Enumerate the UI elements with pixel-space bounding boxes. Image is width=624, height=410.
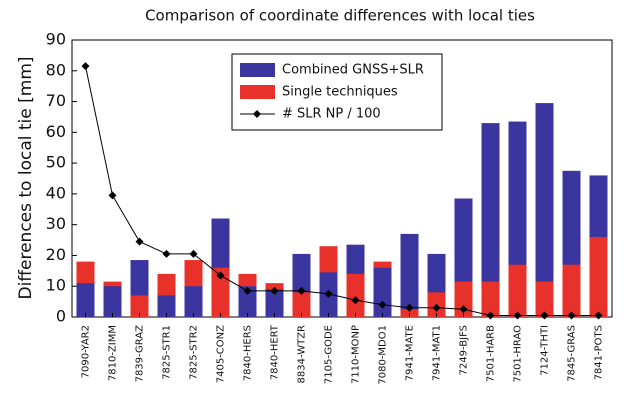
chart-title: Comparison of coordinate differences wit…	[145, 7, 535, 25]
y-tick-label: 60	[46, 122, 66, 141]
marker	[216, 271, 225, 280]
marker	[405, 303, 414, 312]
y-axis-label: Differences to local tie [mm]	[16, 56, 36, 299]
x-tick-label: 7110-MONP	[351, 325, 362, 384]
x-tick-label: 8834-WTZR	[297, 325, 308, 383]
x-tick-label: 7825-STR1	[162, 325, 173, 380]
x-tick-label: 7810-ZIMM	[108, 325, 119, 381]
legend-swatch	[240, 63, 275, 77]
x-tick-label: 7501-HRAO	[513, 325, 524, 383]
x-tick-label: 7840-HERS	[243, 325, 254, 381]
marker	[513, 311, 522, 320]
bar	[103, 286, 122, 317]
marker	[567, 311, 576, 320]
bar	[184, 286, 203, 317]
x-tick-label: 7840-HERT	[270, 324, 281, 380]
x-tick-label: 7941-MATE	[405, 325, 416, 381]
bar	[346, 273, 365, 317]
marker	[351, 296, 360, 305]
marker	[243, 286, 252, 295]
y-tick-label: 90	[46, 30, 66, 49]
legend-swatch	[253, 110, 261, 118]
bar	[481, 123, 500, 317]
y-tick-label: 40	[46, 183, 66, 202]
y-tick-label: 30	[46, 214, 66, 233]
marker	[459, 305, 468, 314]
bar	[292, 292, 311, 317]
marker	[297, 286, 306, 295]
plot-area	[71, 39, 613, 318]
x-tick-label: 7080-MDO1	[378, 325, 389, 385]
marker	[81, 62, 90, 71]
bar	[454, 281, 473, 317]
bar	[211, 267, 230, 317]
marker	[189, 249, 198, 258]
bar	[157, 295, 176, 317]
marker	[270, 286, 279, 295]
legend-label: # SLR NP / 100	[282, 107, 381, 122]
y-tick-label: 10	[46, 276, 66, 295]
bar	[562, 264, 581, 317]
x-tick-label: 7825-STR2	[189, 325, 200, 380]
marker	[135, 237, 144, 246]
line	[85, 66, 599, 316]
x-tick-label: 7941-MAT1	[432, 325, 443, 381]
legend-label: Single techniques	[282, 85, 398, 100]
legend: Combined GNSS+SLR Single techniques # SLR …	[231, 53, 443, 131]
marker	[378, 300, 387, 309]
legend-label: Combined GNSS+SLR	[282, 63, 424, 78]
x-tick-label: 7090-YAR2	[81, 325, 92, 378]
marker	[162, 249, 171, 258]
y-tick-label: 70	[46, 91, 66, 110]
x-tick-label: 7841-POTS	[594, 325, 605, 380]
marker	[432, 303, 441, 312]
bar	[130, 295, 149, 317]
x-tick-label: 7124-THTI	[540, 325, 551, 376]
y-tick-label: 0	[56, 307, 66, 326]
x-tick-label: 7405-CONZ	[216, 325, 227, 383]
bar	[535, 103, 554, 317]
bar	[373, 267, 392, 317]
x-tick-label: 7839-GRAZ	[135, 325, 146, 383]
x-tick-label: 7501-HARB	[486, 325, 497, 382]
marker	[486, 311, 495, 320]
x-tick-label: 7249-BJFS	[459, 325, 470, 375]
x-tick-label: 7105-GODE	[324, 325, 335, 384]
bar	[589, 236, 608, 317]
y-tick-label: 50	[46, 153, 66, 172]
bar	[535, 281, 554, 317]
bar	[481, 281, 500, 317]
marker	[324, 289, 333, 298]
bar	[238, 286, 257, 317]
y-tick-label: 20	[46, 245, 66, 264]
x-tick-label: 7845-GRAS	[567, 325, 578, 382]
bar	[265, 289, 284, 317]
legend-swatch	[240, 85, 275, 99]
marker	[594, 311, 603, 320]
bar	[400, 233, 419, 317]
bar	[508, 264, 527, 317]
marker	[540, 311, 549, 320]
bar	[76, 283, 95, 317]
y-tick-label: 80	[46, 60, 66, 79]
marker	[108, 191, 117, 200]
